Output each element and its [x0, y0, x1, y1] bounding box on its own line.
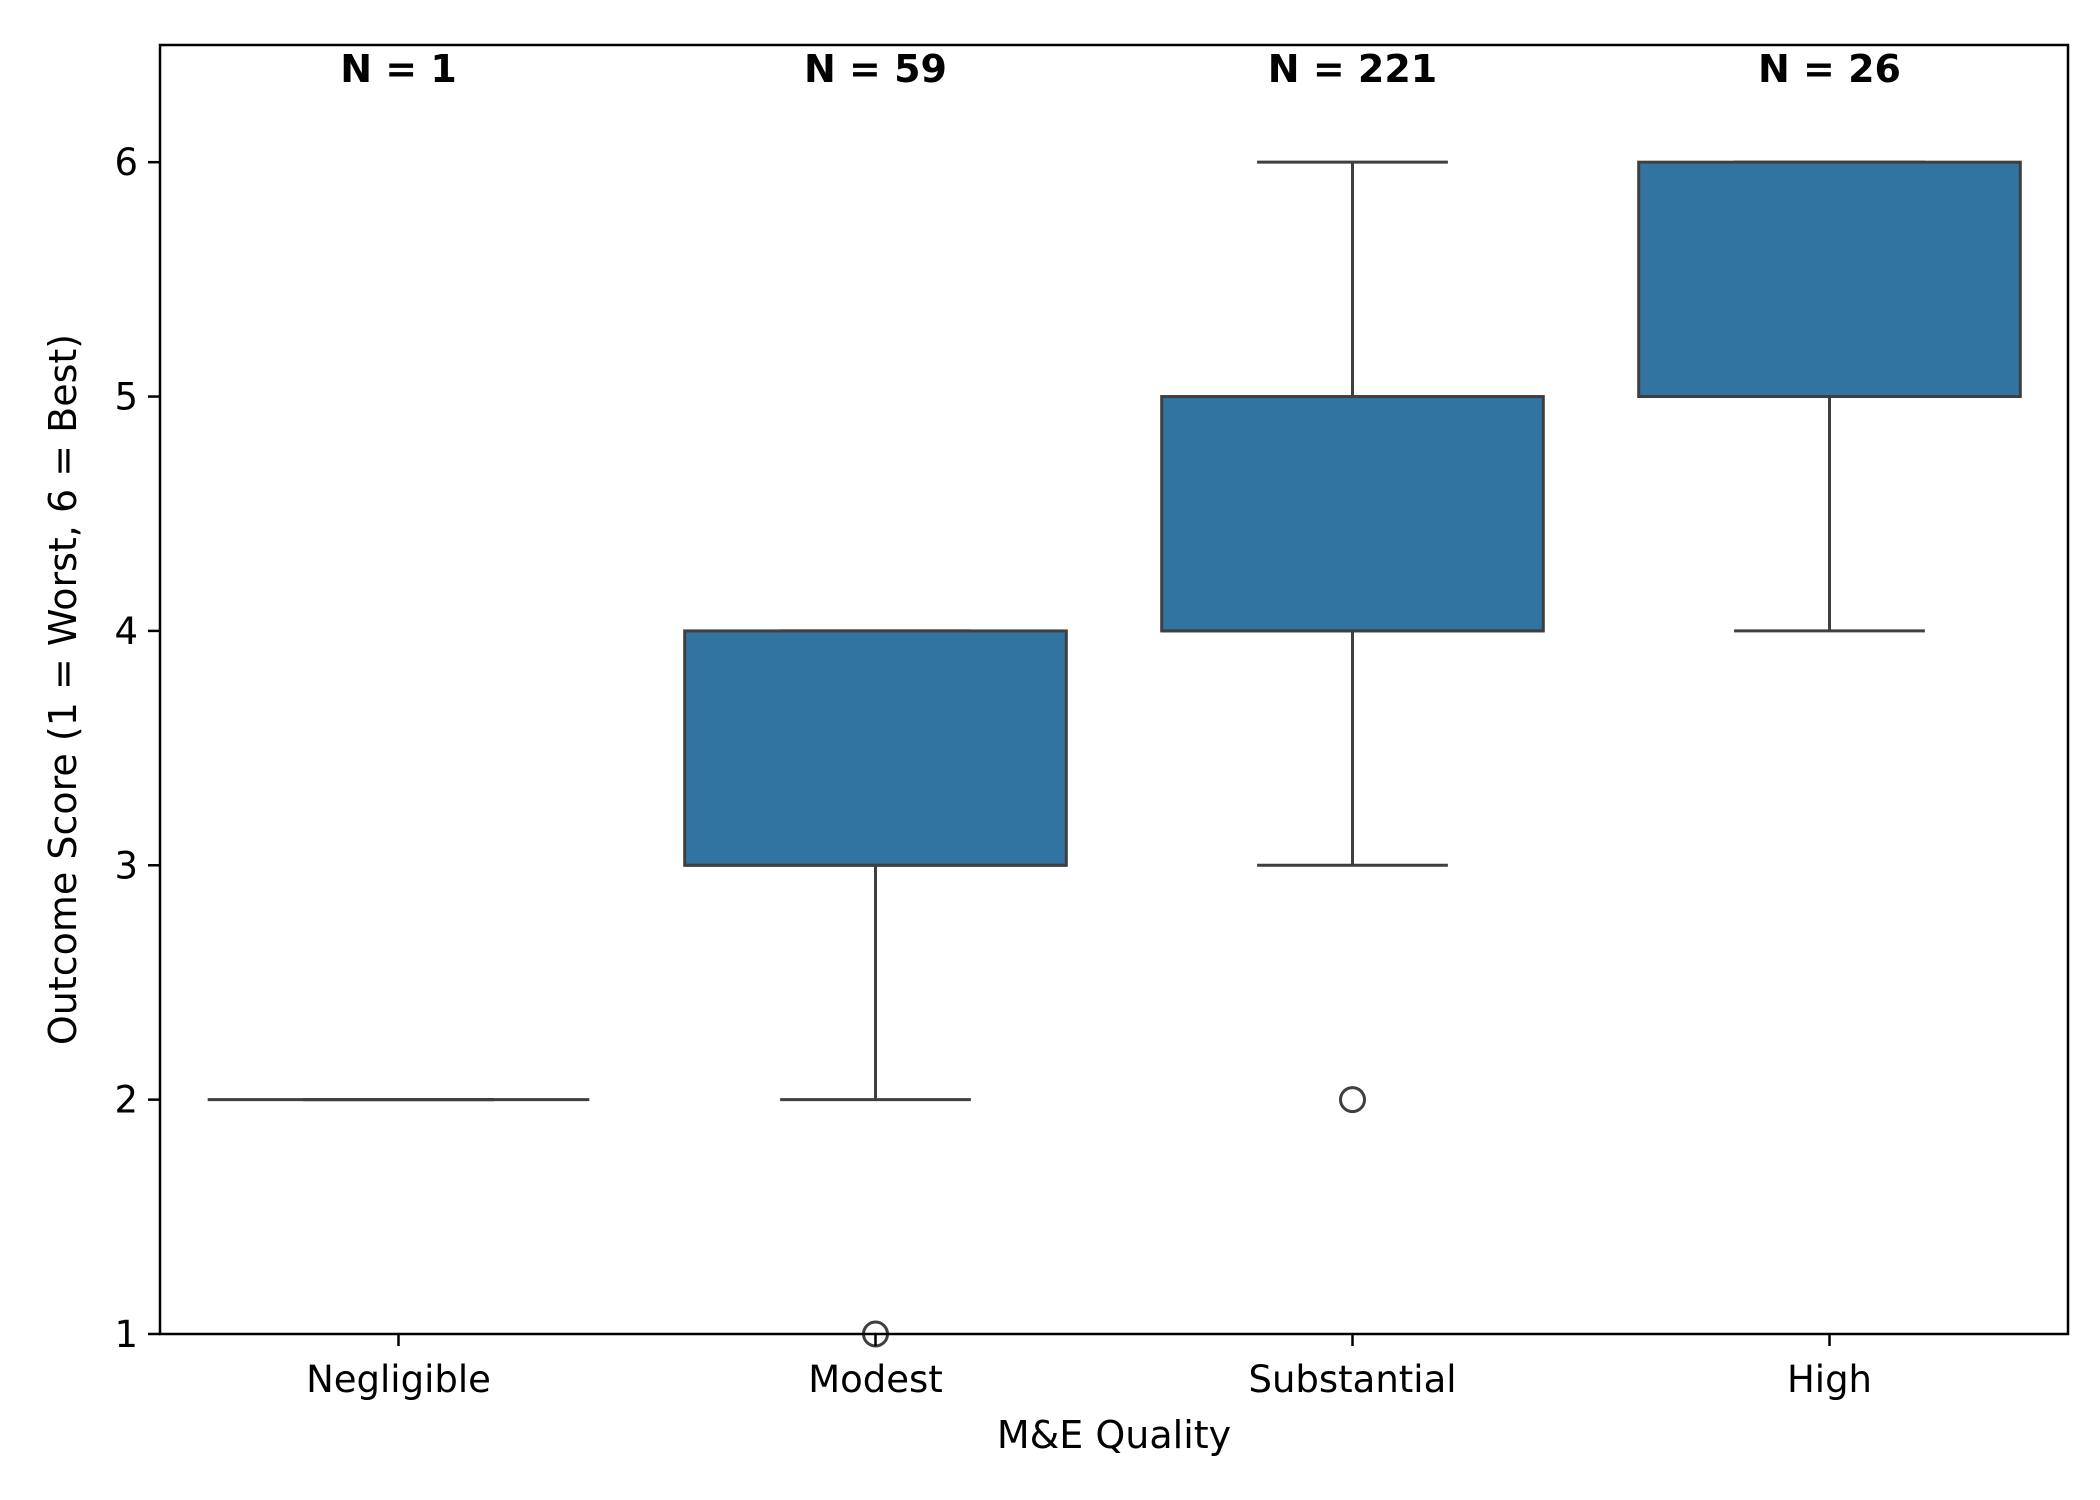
x-tick-label: Negligible [306, 1358, 491, 1401]
y-tick-label: 5 [114, 376, 138, 419]
x-axis-title: M&E Quality [997, 1413, 1231, 1457]
plot-area [207, 160, 2022, 1348]
box-group-substantial [1160, 160, 1545, 1114]
n-label: N = 221 [1268, 47, 1437, 91]
box-group-high [1637, 160, 2022, 633]
y-tick-label: 3 [114, 844, 138, 887]
x-tick-label: Substantial [1248, 1358, 1456, 1401]
box-group-modest [683, 629, 1068, 1348]
outlier-point [1339, 1086, 1366, 1114]
y-tick-label: 6 [114, 141, 138, 184]
x-tick-label: Modest [808, 1358, 943, 1401]
n-label: N = 26 [1758, 47, 1901, 91]
x-axis: Negligible Modest Substantial High [306, 1334, 1872, 1401]
n-label: N = 1 [340, 47, 457, 91]
plot-frame [158, 43, 2070, 1336]
n-label: N = 59 [804, 47, 947, 91]
y-tick-label: 4 [114, 610, 138, 653]
y-tick-label: 2 [114, 1079, 138, 1122]
x-tick-label: High [1787, 1358, 1872, 1401]
y-axis: 1 2 3 4 5 6 [114, 141, 160, 1356]
box-iqr [683, 629, 1068, 867]
y-axis-title: Outcome Score (1 = Worst, 6 = Best) [41, 334, 85, 1045]
box-iqr [1160, 395, 1545, 633]
sample-size-labels: N = 1 N = 59 N = 221 N = 26 [340, 47, 1901, 91]
y-tick-label: 1 [114, 1313, 138, 1356]
box-iqr [1637, 160, 2022, 399]
